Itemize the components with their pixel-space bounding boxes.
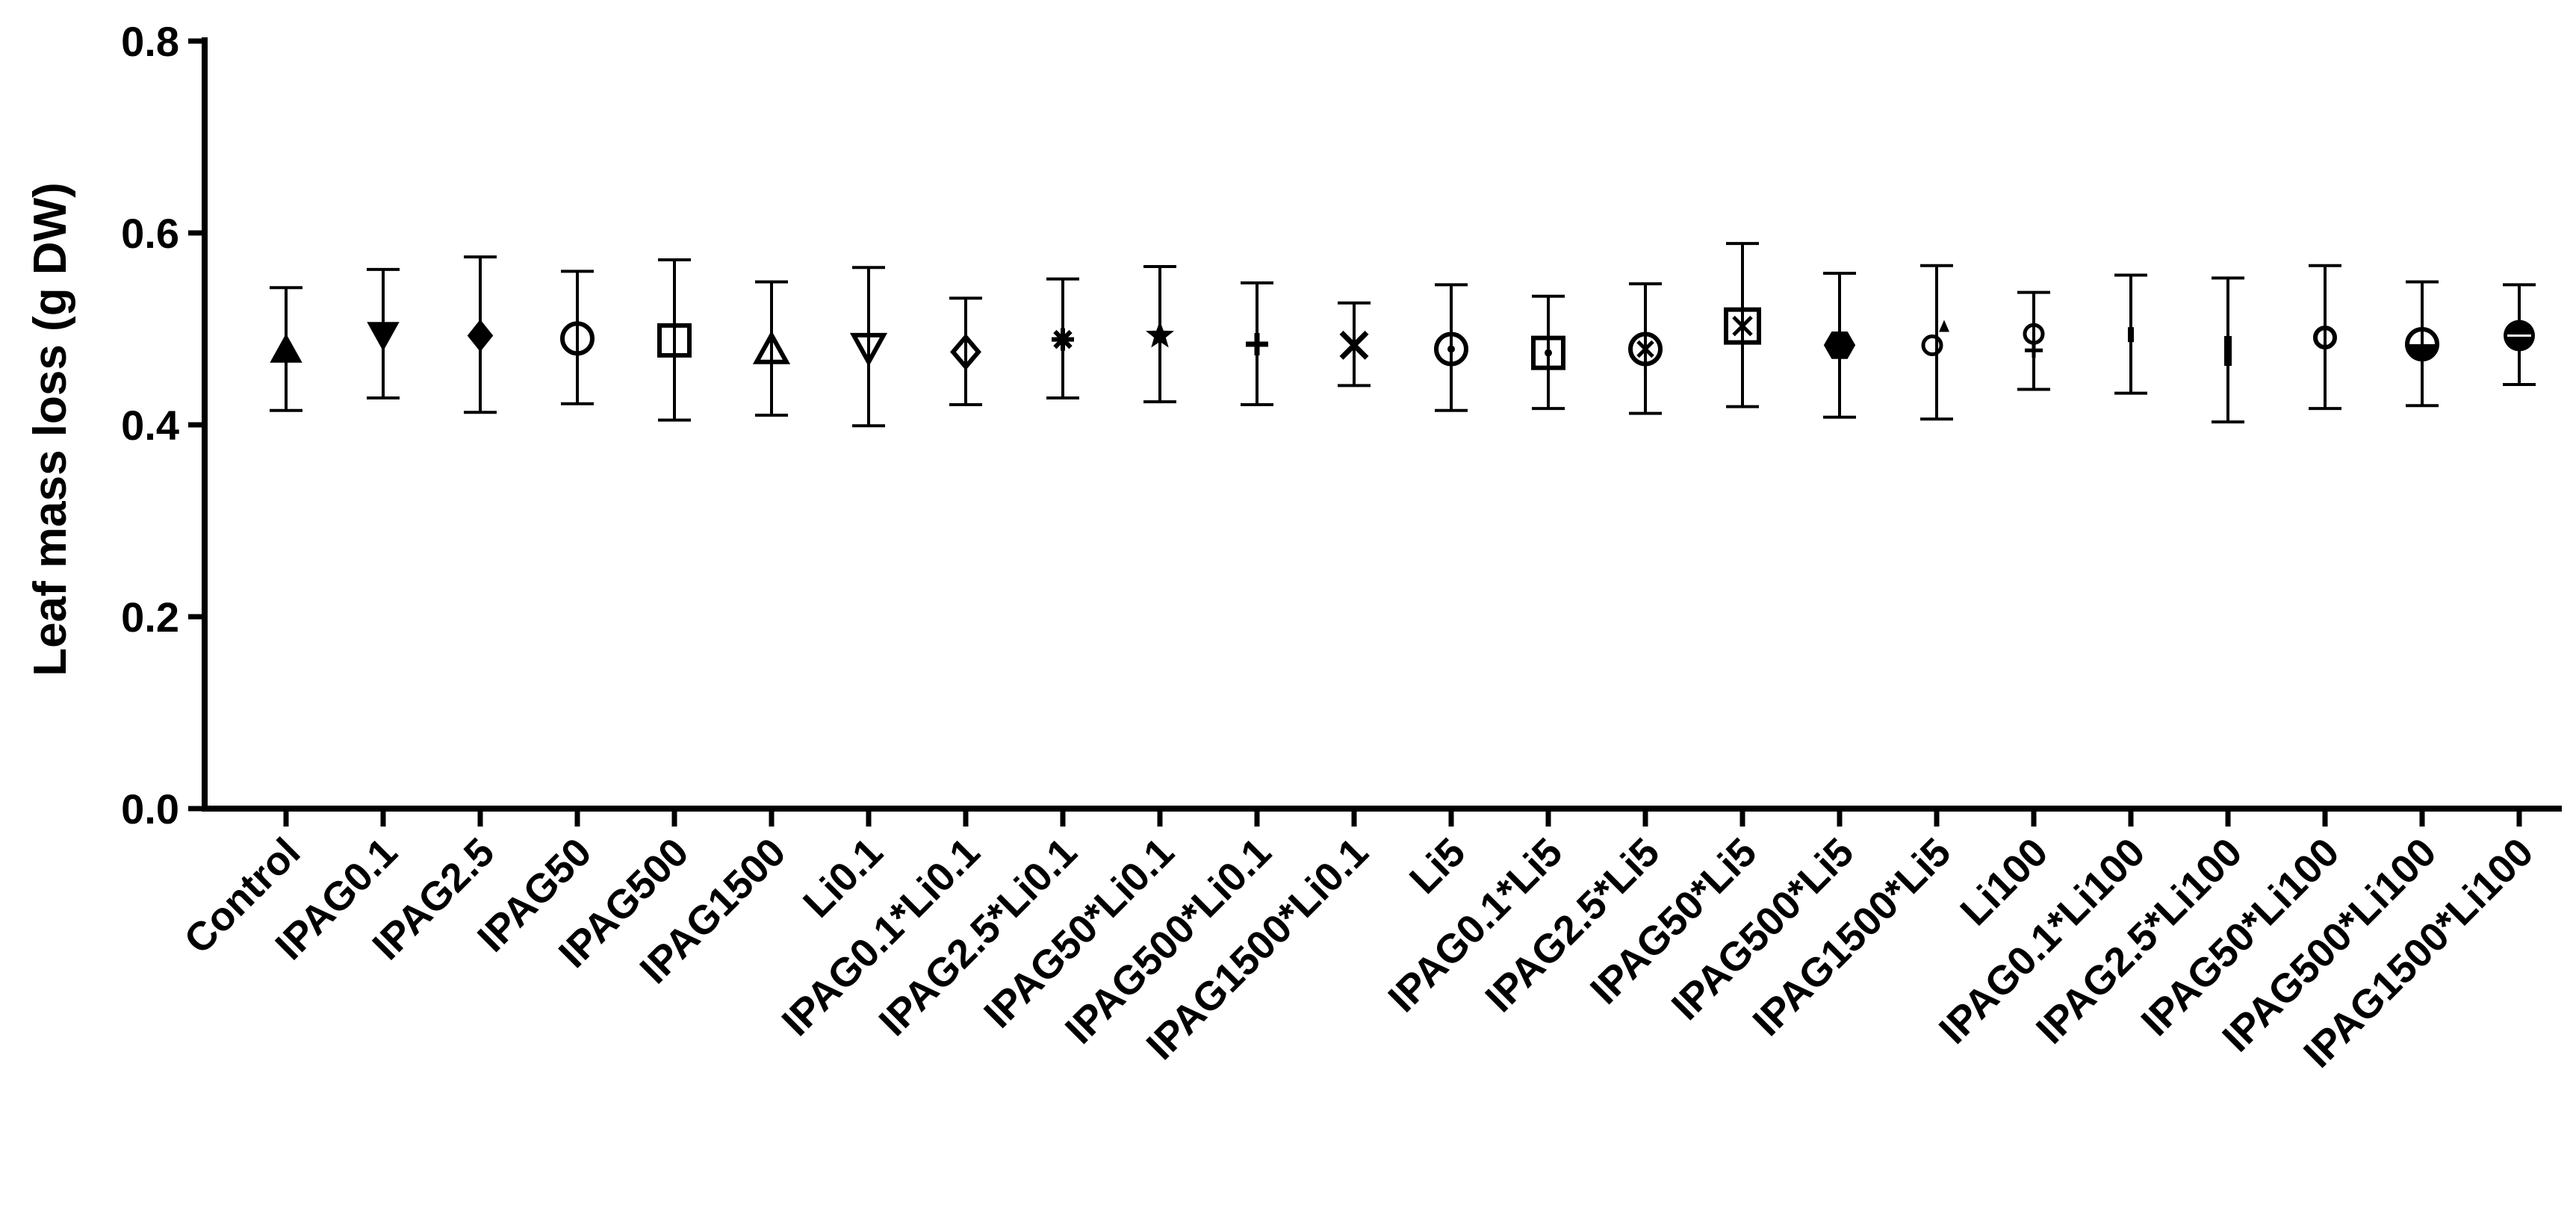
data-point-marker	[849, 332, 888, 367]
data-point-group	[2212, 276, 2244, 424]
data-point-group	[2405, 280, 2439, 408]
y-axis-title: Leaf mass loss (g DW)	[25, 182, 76, 676]
data-point-group	[560, 270, 595, 405]
data-point-group	[657, 258, 692, 422]
y-tick-label: 0.4	[121, 402, 179, 449]
data-point-marker	[2224, 336, 2232, 367]
data-point-marker	[1339, 330, 1369, 360]
data-point-marker	[1921, 320, 1949, 356]
data-point-group	[1724, 242, 1761, 408]
data-point-group	[1920, 264, 1953, 421]
data-point-marker	[1823, 332, 1856, 359]
data-point-group	[2309, 264, 2341, 411]
data-point-marker	[2405, 327, 2439, 362]
x-tick-label: Li5	[1401, 830, 1474, 903]
data-point-marker	[2128, 327, 2134, 343]
data-point-group	[1823, 271, 1856, 419]
data-point-marker	[950, 333, 981, 370]
data-points	[270, 242, 2536, 428]
data-point-marker	[367, 322, 400, 352]
y-tick-label: 0.8	[121, 18, 179, 65]
data-point-group	[2114, 273, 2147, 395]
data-point-marker	[2313, 326, 2337, 350]
data-point-group	[849, 266, 888, 428]
data-point-group	[752, 280, 791, 417]
data-point-marker	[1531, 335, 1565, 370]
data-point-group	[1434, 283, 1468, 412]
y-axis: 0.0 0.2 0.4 0.6 0.8	[121, 18, 208, 832]
data-point-group	[1143, 264, 1176, 404]
y-tick-label: 0.6	[121, 210, 179, 257]
data-point-marker	[1724, 307, 1761, 345]
data-point-group	[464, 255, 497, 414]
data-point-group	[2017, 290, 2050, 391]
data-point-marker	[1246, 333, 1268, 356]
data-point-group	[1046, 277, 1079, 400]
data-point-group	[949, 296, 982, 407]
data-point-group	[367, 267, 400, 400]
data-point-marker	[1146, 320, 1174, 348]
y-tick-label: 0.2	[121, 594, 179, 641]
data-point-group	[2503, 283, 2536, 387]
data-point-marker	[560, 321, 595, 356]
data-point-group	[1338, 301, 1371, 388]
data-point-marker	[657, 323, 692, 358]
y-tick-label: 0.0	[121, 785, 179, 832]
data-point-group	[270, 286, 302, 412]
data-point-group	[1628, 282, 1663, 415]
data-point-marker	[2504, 320, 2535, 352]
data-point-group	[1531, 294, 1565, 411]
data-point-group	[1241, 281, 1273, 407]
data-point-marker	[270, 333, 302, 363]
x-axis: ControlIPAG0.1IPAG2.5IPAG50IPAG500IPAG15…	[176, 806, 2562, 1076]
data-point-marker	[1052, 328, 1074, 351]
data-point-marker	[752, 330, 791, 364]
data-point-marker	[1628, 332, 1663, 367]
data-point-marker	[2023, 323, 2045, 358]
data-point-marker	[1434, 332, 1468, 367]
data-point-marker	[467, 319, 494, 352]
